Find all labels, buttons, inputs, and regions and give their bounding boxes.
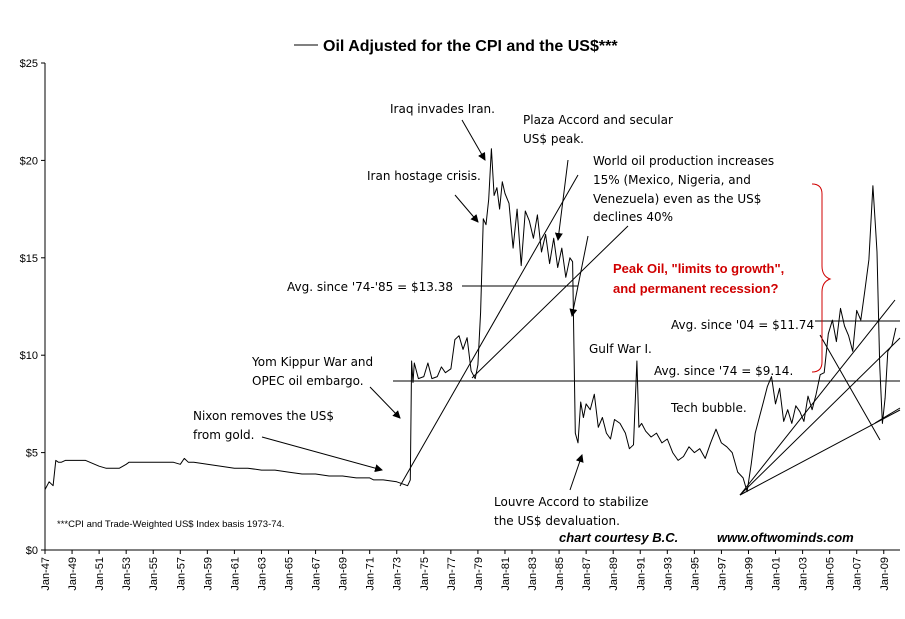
trendline-1999-a	[739, 299, 896, 496]
annotation-gulf-war: Gulf War I.	[589, 342, 652, 356]
series-layer	[44, 148, 897, 493]
arrow-iraq	[461, 119, 486, 161]
x-tick-label: Jan-55	[148, 557, 160, 591]
peak-oil-bracket	[811, 183, 832, 373]
y-tick-label: $25	[20, 58, 38, 70]
y-tick-label: $10	[20, 350, 38, 362]
x-tick-label: Jan-85	[554, 557, 566, 591]
arrow-louvre	[569, 454, 584, 491]
annotation-world-line-2: 15% (Mexico, Nigeria, and	[593, 173, 751, 187]
y-ticks: $0 $5 $10 $15 $20 $25	[20, 58, 45, 557]
annotation-avg-74-85: Avg. since '74-'85 = $13.38	[287, 280, 453, 294]
x-tick-label: Jan-87	[581, 557, 593, 591]
trendline-1999-b	[739, 337, 901, 496]
x-tick-label: Jan-07	[852, 557, 864, 591]
annotation-iraq: Iraq invades Iran.	[390, 102, 495, 116]
annotation-tech-bubble: Tech bubble.	[670, 401, 747, 415]
x-tick-label: Jan-79	[473, 557, 485, 591]
x-tick-label: Jan-05	[825, 557, 837, 591]
x-tick-label: Jan-63	[256, 557, 268, 591]
annotation-hostage: Iran hostage crisis.	[367, 169, 481, 183]
arrow-world	[569, 235, 589, 317]
annotation-nixon-line-2: from gold.	[193, 428, 254, 442]
x-tick-label: Jan-59	[202, 557, 214, 591]
x-tick-label: Jan-69	[338, 557, 350, 591]
x-tick-label: Jan-81	[500, 557, 512, 591]
annotation-nixon-line-1: Nixon removes the US$	[193, 409, 334, 423]
trendline-2005-down	[819, 334, 881, 441]
x-tick-label: Jan-91	[635, 557, 647, 591]
x-tick-label: Jan-47	[40, 557, 52, 591]
x-tick-label: Jan-73	[392, 557, 404, 591]
footnote: ***CPI and Trade-Weighted US$ Index basi…	[57, 519, 284, 530]
y-tick-label: $5	[26, 448, 38, 460]
y-tick-label: $20	[20, 155, 38, 167]
x-tick-label: Jan-77	[446, 557, 458, 591]
x-tick-label: Jan-75	[419, 557, 431, 591]
annotation-plaza-line-1: Plaza Accord and secular	[523, 113, 673, 127]
x-tick-label: Jan-53	[121, 557, 133, 591]
x-tick-label: Jan-93	[662, 557, 674, 591]
y-tick-label: $0	[26, 545, 38, 557]
trendline-2009	[874, 407, 901, 424]
arrow-yom	[369, 386, 401, 419]
arrow-nixon	[261, 436, 383, 473]
annotation-peak-oil-line-1: Peak Oil, "limits to growth",	[613, 261, 784, 276]
x-tick-label: Jan-97	[716, 557, 728, 591]
x-tick-label: Jan-49	[67, 557, 79, 591]
x-tick-label: Jan-61	[229, 557, 241, 591]
x-tick-label: Jan-51	[94, 557, 106, 591]
credit-courtesy: chart courtesy B.C.	[559, 530, 678, 545]
trendline-1979	[471, 225, 629, 379]
annotation-peak-oil-line-2: and permanent recession?	[613, 281, 778, 296]
annotation-yom-line-2: OPEC oil embargo.	[252, 374, 364, 388]
y-tick-label: $15	[20, 253, 38, 265]
annotation-world-line-4: declines 40%	[593, 210, 673, 224]
x-tick-label: Jan-57	[175, 557, 187, 591]
x-tick-label: Jan-95	[689, 557, 701, 591]
annotation-plaza-line-2: US$ peak.	[523, 132, 584, 146]
x-ticks: Jan-47 Jan-49 Jan-51 Jan-53 Jan-55 Jan-57 Jan-…	[40, 550, 891, 591]
credit-website: www.oftwominds.com	[717, 530, 854, 545]
x-tick-label: Jan-99	[743, 557, 755, 591]
x-tick-label: Jan-67	[311, 557, 323, 591]
x-tick-label: Jan-03	[798, 557, 810, 591]
trendline-1999-c	[739, 409, 901, 496]
x-tick-label: Jan-01	[771, 557, 783, 591]
x-tick-label: Jan-89	[608, 557, 620, 591]
x-tick-label: Jan-09	[879, 557, 891, 591]
chart-title: Oil Adjusted for the CPI and the US$***	[323, 38, 618, 55]
annotation-world-line-3: Venezuela) even as the US$	[593, 192, 761, 206]
x-tick-label: Jan-65	[284, 557, 296, 591]
x-tick-label: Jan-71	[365, 557, 377, 591]
annotation-avg-since-04: Avg. since '04 = $11.74	[671, 318, 814, 332]
annotation-world-line-1: World oil production increases	[593, 154, 774, 168]
series-line-0	[44, 148, 897, 493]
annotation-louvre-line-1: Louvre Accord to stabilize	[494, 495, 649, 509]
x-tick-label: Jan-83	[527, 557, 539, 591]
trendline-1973	[399, 174, 579, 487]
annotation-yom-line-1: Yom Kippur War and	[251, 355, 373, 369]
arrow-hostage	[454, 194, 479, 223]
arrow-plaza	[554, 159, 569, 241]
annotation-avg-since-74: Avg. since '74 = $9.14.	[654, 364, 793, 378]
annotation-louvre-line-2: the US$ devaluation.	[494, 514, 620, 528]
